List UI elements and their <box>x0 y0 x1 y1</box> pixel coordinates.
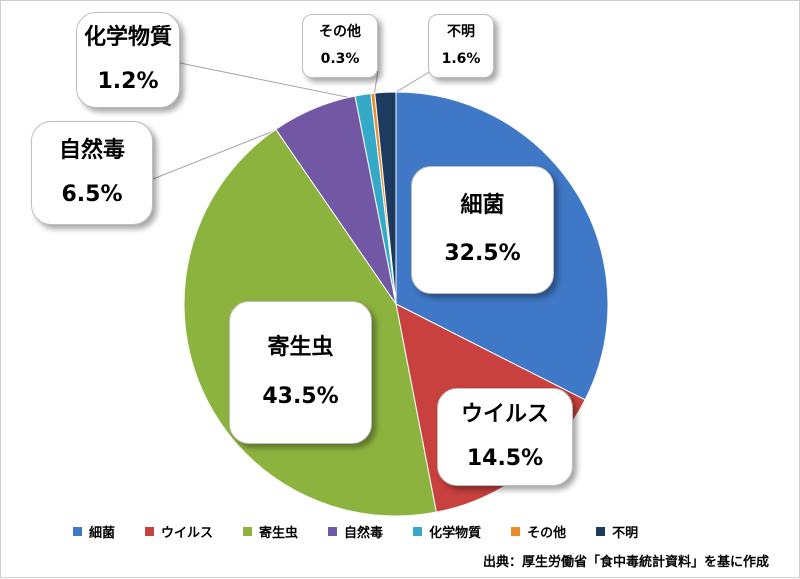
legend-label: 自然毒 <box>344 526 384 541</box>
legend-item: 化学物質 <box>413 522 481 541</box>
slice-label-name: 化学物質 <box>83 24 172 50</box>
pie-slice-6 <box>374 91 397 305</box>
label-細菌: 細菌 32.5% <box>411 166 554 294</box>
legend-item: ウイルス <box>145 522 213 541</box>
slice-label-name: ウイルス <box>460 401 549 427</box>
legend-label: ウイルス <box>161 526 214 541</box>
slice-label-value: 43.5% <box>262 383 339 409</box>
slice-label-value: 32.5% <box>444 241 521 266</box>
slice-label-value: 6.5% <box>61 182 123 207</box>
legend-item: 不明 <box>596 522 638 541</box>
leader-line-4 <box>179 62 364 102</box>
legend-swatch <box>596 527 606 536</box>
slice-label-name: 細菌 <box>460 192 505 218</box>
label-その他: その他 0.3% <box>302 14 378 78</box>
label-自然毒: 自然毒 6.5% <box>31 121 153 225</box>
legend-item: 細菌 <box>73 522 115 541</box>
legend-swatch <box>328 527 338 536</box>
slice-label-value: 14.5% <box>466 446 544 471</box>
legend-label: 細菌 <box>89 526 116 541</box>
legend-label: その他 <box>527 526 567 541</box>
legend-swatch <box>243 527 253 536</box>
legend: 細菌 ウイルス 寄生虫 自然毒 化学物質 その他 不明 <box>73 522 773 541</box>
label-寄生虫: 寄生虫 43.5% <box>229 301 372 444</box>
label-ウイルス: ウイルス 14.5% <box>437 388 573 486</box>
legend-swatch <box>511 527 521 536</box>
label-化学物質: 化学物質 1.2% <box>76 12 180 108</box>
legend-item: 自然毒 <box>328 522 383 541</box>
legend-item: その他 <box>511 522 566 541</box>
legend-swatch <box>145 527 155 536</box>
slice-label-name: その他 <box>319 24 361 41</box>
legend-swatch <box>413 527 423 536</box>
slice-label-value: 1.2% <box>97 69 159 94</box>
legend-label: 不明 <box>612 526 639 541</box>
slice-label-value: 1.6% <box>441 51 481 67</box>
label-不明: 不明 1.6% <box>428 14 494 78</box>
slice-label-name: 自然毒 <box>58 137 125 163</box>
source-note: 出典：厚生労働省「食中毒統計資料」を基に作成 <box>482 555 769 570</box>
legend-item: 寄生虫 <box>243 522 298 541</box>
slice-label-name: 寄生虫 <box>267 335 334 361</box>
slice-label-value: 0.3% <box>320 51 360 67</box>
legend-label: 寄生虫 <box>259 526 299 541</box>
legend-label: 化学物質 <box>429 526 482 541</box>
legend-swatch <box>73 527 82 536</box>
slice-label-name: 不明 <box>447 24 475 41</box>
